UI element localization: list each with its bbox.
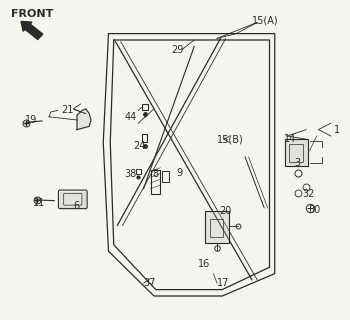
- Polygon shape: [60, 192, 85, 207]
- Bar: [162, 171, 169, 182]
- Polygon shape: [205, 211, 229, 243]
- Text: 17: 17: [217, 278, 229, 288]
- Polygon shape: [77, 109, 91, 130]
- Bar: [136, 169, 141, 174]
- Text: 44: 44: [124, 112, 136, 122]
- Text: 14: 14: [284, 134, 296, 144]
- Text: 6: 6: [74, 201, 80, 212]
- FancyArrow shape: [21, 21, 43, 39]
- Text: 38: 38: [124, 169, 136, 180]
- Polygon shape: [285, 139, 308, 166]
- Text: FRONT: FRONT: [10, 9, 53, 20]
- Text: 20: 20: [219, 206, 231, 216]
- Text: 21: 21: [61, 105, 74, 116]
- Text: 16: 16: [198, 259, 210, 269]
- Text: 15(B): 15(B): [217, 134, 244, 144]
- Text: 1: 1: [334, 124, 340, 135]
- Text: 24: 24: [133, 140, 145, 151]
- Bar: [142, 134, 147, 142]
- Text: 30: 30: [308, 204, 320, 215]
- Bar: [142, 104, 148, 110]
- Bar: [210, 219, 223, 237]
- Text: 19: 19: [25, 115, 37, 125]
- Text: 11: 11: [33, 198, 46, 208]
- Text: 29: 29: [172, 44, 184, 55]
- Text: 37: 37: [144, 278, 156, 288]
- Text: 15(A): 15(A): [252, 16, 279, 26]
- Text: 32: 32: [303, 188, 315, 199]
- Text: 3: 3: [294, 158, 300, 168]
- Bar: [150, 170, 160, 194]
- Text: 9: 9: [177, 168, 183, 178]
- Text: 8: 8: [152, 169, 158, 180]
- Bar: [205, 211, 229, 243]
